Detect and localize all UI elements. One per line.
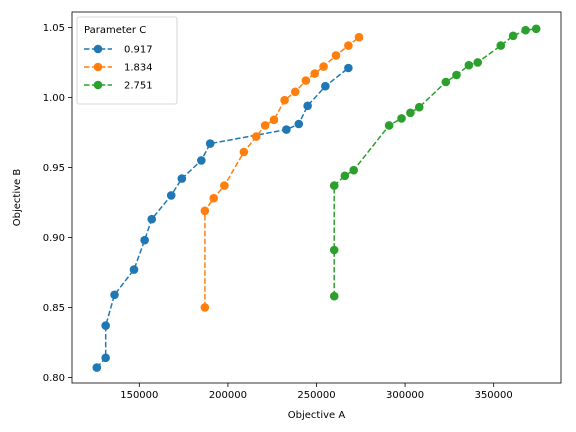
data-point bbox=[508, 31, 518, 41]
data-point bbox=[441, 77, 451, 87]
y-tick-label: 1.05 bbox=[43, 23, 65, 34]
data-point bbox=[290, 87, 300, 97]
y-tick-label: 0.80 bbox=[43, 373, 65, 384]
legend-title: Parameter C bbox=[84, 25, 146, 36]
data-point bbox=[129, 265, 139, 274]
x-tick-label: 200000 bbox=[209, 390, 247, 401]
legend-entry: 2.751 bbox=[84, 81, 153, 92]
data-point bbox=[92, 363, 102, 372]
y-axis: 0.80 0.85 0.90 0.95 1.00 1.05 bbox=[43, 23, 72, 384]
y-tick-label: 0.95 bbox=[43, 163, 65, 174]
y-tick-label: 1.00 bbox=[43, 93, 65, 104]
series-line bbox=[96, 67, 349, 369]
data-point bbox=[303, 101, 312, 111]
legend-box bbox=[76, 16, 178, 105]
y-axis-label: Objective B bbox=[12, 169, 23, 227]
x-tick-label: 150000 bbox=[120, 390, 158, 401]
data-point bbox=[260, 121, 270, 130]
legend-entry: 1.834 bbox=[84, 63, 153, 74]
data-point bbox=[329, 245, 339, 255]
legend-swatch-marker bbox=[93, 44, 103, 54]
data-point bbox=[147, 214, 157, 224]
data-point bbox=[294, 119, 304, 129]
data-point bbox=[205, 139, 215, 148]
legend-swatch-marker bbox=[93, 62, 103, 72]
plot-area bbox=[92, 24, 541, 372]
data-point bbox=[344, 41, 353, 50]
data-point bbox=[239, 147, 249, 157]
data-point bbox=[521, 25, 530, 35]
legend-entry: 0.917 bbox=[84, 45, 153, 56]
series-0 bbox=[92, 63, 353, 372]
x-tick-label: 300000 bbox=[386, 390, 424, 401]
data-point bbox=[331, 51, 341, 60]
series-1 bbox=[200, 32, 364, 312]
x-tick-label: 350000 bbox=[475, 390, 513, 401]
series-line bbox=[333, 28, 537, 297]
data-point bbox=[329, 291, 339, 301]
legend-entry-label: 2.751 bbox=[124, 81, 153, 92]
data-point bbox=[166, 191, 176, 200]
data-point bbox=[406, 108, 415, 118]
data-point bbox=[200, 206, 210, 216]
data-point bbox=[101, 321, 110, 330]
data-point bbox=[251, 132, 261, 141]
y-tick-label: 0.90 bbox=[43, 233, 65, 244]
data-point bbox=[452, 70, 461, 80]
legend: Parameter C 0.917 1.834 2.751 bbox=[76, 16, 178, 105]
legend-entry-label: 1.834 bbox=[124, 63, 153, 74]
x-tick-label: 250000 bbox=[297, 390, 335, 401]
legend-swatch-marker bbox=[93, 80, 103, 90]
data-point bbox=[473, 58, 483, 67]
data-point bbox=[177, 174, 187, 183]
data-point bbox=[140, 235, 149, 245]
data-point bbox=[197, 156, 206, 165]
data-point bbox=[340, 171, 350, 181]
data-point bbox=[101, 353, 110, 363]
data-point bbox=[329, 181, 339, 190]
data-point bbox=[344, 63, 353, 73]
data-point bbox=[282, 125, 291, 134]
data-point bbox=[200, 303, 210, 312]
data-point bbox=[349, 165, 359, 175]
data-point bbox=[384, 121, 394, 130]
data-point bbox=[414, 102, 424, 112]
data-point bbox=[301, 76, 311, 85]
data-point bbox=[110, 290, 119, 300]
data-point bbox=[354, 32, 364, 42]
data-point bbox=[209, 193, 219, 203]
y-tick-label: 0.85 bbox=[43, 303, 65, 314]
data-point bbox=[321, 81, 330, 91]
data-point bbox=[397, 114, 406, 123]
data-point bbox=[269, 115, 279, 125]
data-point bbox=[280, 95, 289, 105]
series-line bbox=[204, 36, 360, 308]
data-point bbox=[496, 41, 506, 50]
data-point bbox=[220, 181, 229, 190]
x-axis: 150000 200000 250000 300000 350000 bbox=[120, 383, 513, 401]
data-point bbox=[319, 62, 328, 71]
data-point bbox=[310, 69, 320, 78]
x-axis-label: Objective A bbox=[288, 410, 346, 421]
series-2 bbox=[329, 24, 541, 301]
data-point bbox=[464, 60, 474, 70]
legend-entry-label: 0.917 bbox=[124, 45, 153, 56]
data-point bbox=[531, 24, 541, 34]
